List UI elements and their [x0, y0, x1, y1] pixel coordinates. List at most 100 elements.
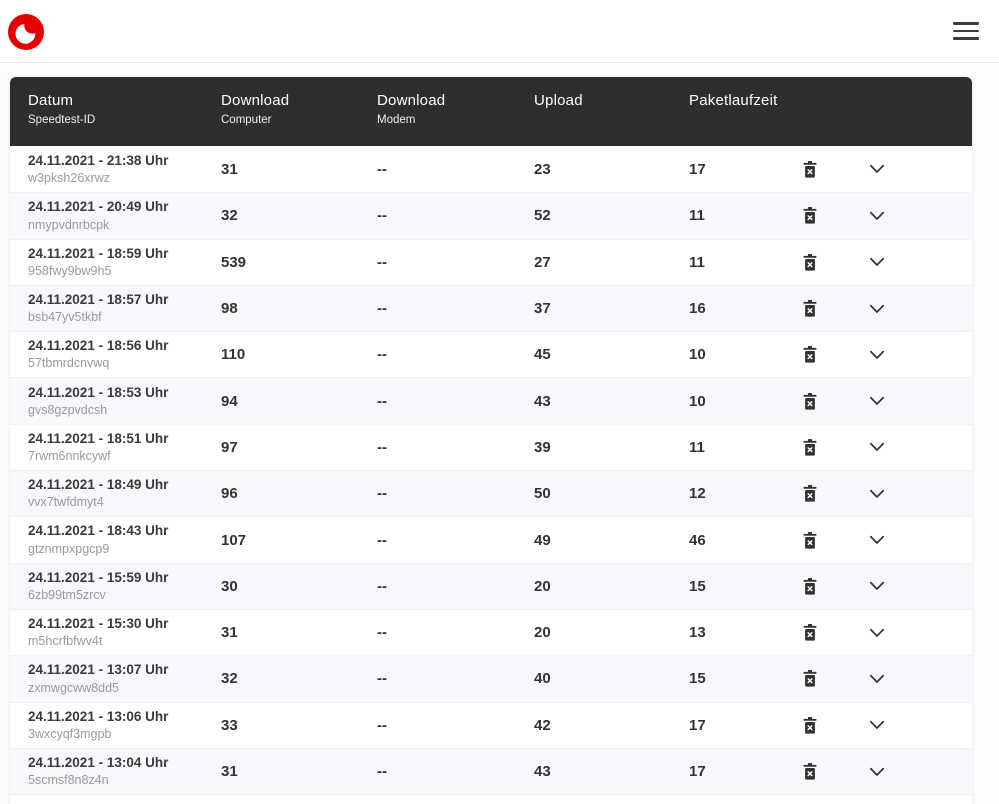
row-date: 24.11.2021 - 20:49 Uhr [28, 199, 169, 215]
chevron-down-icon[interactable] [824, 656, 930, 701]
trash-delete-icon[interactable] [796, 286, 824, 331]
speedtest-history-table: Datum Speedtest-ID Download Computer Dow… [10, 77, 972, 804]
row-speedtest-id: m5hcrfbfwv4t [28, 634, 103, 649]
cell-paketlaufzeit: 10 [689, 392, 706, 410]
table-row: 24.11.2021 - 18:49 Uhr vvx7twfdmyt4 96 -… [10, 470, 972, 517]
cell-download-computer: 31 [221, 763, 238, 780]
cell-upload: 39 [534, 438, 551, 456]
trash-delete-icon[interactable] [796, 703, 824, 748]
cell-paketlaufzeit: 16 [689, 300, 706, 318]
partial-next-row [10, 794, 972, 804]
cell-download-computer: 32 [221, 207, 238, 225]
trash-delete-icon[interactable] [796, 564, 824, 609]
row-date: 24.11.2021 - 18:57 Uhr [28, 291, 169, 307]
cell-download-computer: 97 [221, 438, 238, 456]
cell-upload: 37 [534, 300, 551, 318]
cell-upload: 45 [534, 346, 551, 364]
cell-download-computer: 539 [221, 253, 247, 271]
chevron-down-icon[interactable] [824, 193, 930, 238]
column-label: Download [377, 92, 446, 109]
trash-delete-icon[interactable] [796, 749, 824, 794]
cell-download-computer: 30 [221, 577, 238, 595]
table-row: 24.11.2021 - 18:56 Uhr 57tbmrdcnvwq 110 … [10, 331, 972, 378]
chevron-down-icon[interactable] [824, 471, 930, 516]
row-date: 24.11.2021 - 15:59 Uhr [28, 569, 169, 585]
cell-datum: 24.11.2021 - 15:30 Uhr m5hcrfbfwv4t [28, 616, 221, 649]
chevron-down-icon[interactable] [824, 286, 930, 331]
column-label: Upload [534, 92, 583, 109]
cell-datum: 24.11.2021 - 18:57 Uhr bsb47yv5tkbf [28, 292, 221, 325]
row-date: 24.11.2021 - 18:51 Uhr [28, 430, 169, 446]
top-navbar [0, 0, 999, 63]
cell-download-computer: 94 [221, 392, 238, 410]
trash-delete-icon[interactable] [796, 332, 824, 377]
cell-download-modem: -- [377, 716, 387, 734]
cell-upload: 43 [534, 763, 551, 780]
row-date: 24.11.2021 - 18:59 Uhr [28, 245, 169, 261]
cell-download-modem: -- [377, 300, 387, 318]
chevron-down-icon[interactable] [824, 240, 930, 285]
column-label: Paketlaufzeit [689, 92, 778, 109]
table-row: 24.11.2021 - 18:53 Uhr gvs8gzpvdcsh 94 -… [10, 377, 972, 424]
trash-delete-icon[interactable] [796, 471, 824, 516]
row-date: 24.11.2021 - 21:38 Uhr [28, 152, 169, 168]
cell-paketlaufzeit: 13 [689, 624, 706, 642]
cell-download-computer: 110 [221, 346, 246, 364]
table-row: 24.11.2021 - 15:59 Uhr 6zb99tm5zrcv 30 -… [10, 562, 972, 609]
trash-delete-icon[interactable] [796, 610, 824, 655]
trash-delete-icon[interactable] [796, 146, 824, 192]
trash-delete-icon[interactable] [796, 240, 824, 285]
column-header-download-modem: Download Modem [377, 92, 534, 146]
trash-delete-icon[interactable] [796, 193, 824, 238]
cell-download-modem: -- [377, 577, 387, 595]
cell-datum: 24.11.2021 - 18:59 Uhr 958fwy9bw9h5 [28, 246, 221, 279]
cell-paketlaufzeit: 15 [689, 577, 706, 595]
hamburger-menu-icon[interactable] [951, 18, 981, 44]
vodafone-logo[interactable] [8, 14, 44, 50]
cell-paketlaufzeit: 11 [689, 207, 705, 225]
row-date: 24.11.2021 - 15:30 Uhr [28, 616, 169, 632]
chevron-down-icon[interactable] [824, 517, 930, 562]
trash-delete-icon[interactable] [796, 425, 824, 470]
cell-paketlaufzeit: 17 [689, 763, 706, 780]
cell-datum: 24.11.2021 - 18:53 Uhr gvs8gzpvdcsh [28, 385, 221, 418]
trash-delete-icon[interactable] [796, 517, 824, 562]
chevron-down-icon[interactable] [824, 703, 930, 748]
row-speedtest-id: 7rwm6nnkcywf [28, 449, 111, 464]
trash-delete-icon[interactable] [796, 656, 824, 701]
chevron-down-icon[interactable] [824, 564, 930, 609]
cell-download-modem: -- [377, 392, 387, 410]
cell-paketlaufzeit: 11 [689, 438, 705, 456]
chevron-down-icon[interactable] [824, 332, 930, 377]
cell-datum: 24.11.2021 - 18:51 Uhr 7rwm6nnkcywf [28, 431, 221, 464]
row-speedtest-id: gtznmpxpgcp9 [28, 541, 110, 556]
column-label: Datum [28, 92, 74, 109]
cell-download-modem: -- [377, 485, 387, 503]
chevron-down-icon[interactable] [824, 425, 930, 470]
row-speedtest-id: 5scmsf8n8z4n [28, 773, 109, 788]
table-header-row: Datum Speedtest-ID Download Computer Dow… [10, 77, 972, 146]
row-speedtest-id: zxmwgcww8dd5 [28, 680, 120, 695]
cell-paketlaufzeit: 12 [689, 485, 706, 503]
cell-download-modem: -- [377, 253, 387, 271]
table-row: 24.11.2021 - 20:49 Uhr nmypvdnrbcpk 32 -… [10, 192, 972, 239]
row-speedtest-id: 958fwy9bw9h5 [28, 263, 112, 278]
cell-upload: 43 [534, 392, 551, 410]
trash-delete-icon[interactable] [796, 378, 824, 423]
table-row: 24.11.2021 - 18:43 Uhr gtznmpxpgcp9 107 … [10, 516, 972, 563]
chevron-down-icon[interactable] [824, 378, 930, 423]
chevron-down-icon[interactable] [824, 749, 930, 794]
table-row: 24.11.2021 - 18:51 Uhr 7rwm6nnkcywf 97 -… [10, 423, 972, 471]
row-speedtest-id: 3wxcyqf3mgpb [28, 726, 112, 741]
chevron-down-icon[interactable] [824, 610, 930, 655]
cell-datum: 24.11.2021 - 13:07 Uhr zxmwgcww8dd5 [28, 662, 221, 695]
column-sublabel: Speedtest-ID [28, 114, 96, 126]
cell-download-computer: 98 [221, 300, 238, 318]
cell-paketlaufzeit: 17 [689, 716, 706, 734]
column-header-datum: Datum Speedtest-ID [28, 92, 221, 146]
row-date: 24.11.2021 - 18:56 Uhr [28, 338, 169, 354]
table-row: 24.11.2021 - 15:30 Uhr m5hcrfbfwv4t 31 -… [10, 608, 972, 656]
cell-paketlaufzeit: 17 [689, 160, 706, 178]
chevron-down-icon[interactable] [824, 146, 930, 192]
cell-upload: 20 [534, 624, 551, 642]
